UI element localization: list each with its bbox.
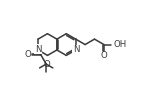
Text: N: N xyxy=(35,45,41,54)
Text: O: O xyxy=(24,50,31,59)
Text: OH: OH xyxy=(113,40,126,49)
Text: O: O xyxy=(44,60,50,69)
Text: O: O xyxy=(100,51,107,60)
Text: N: N xyxy=(73,45,79,54)
